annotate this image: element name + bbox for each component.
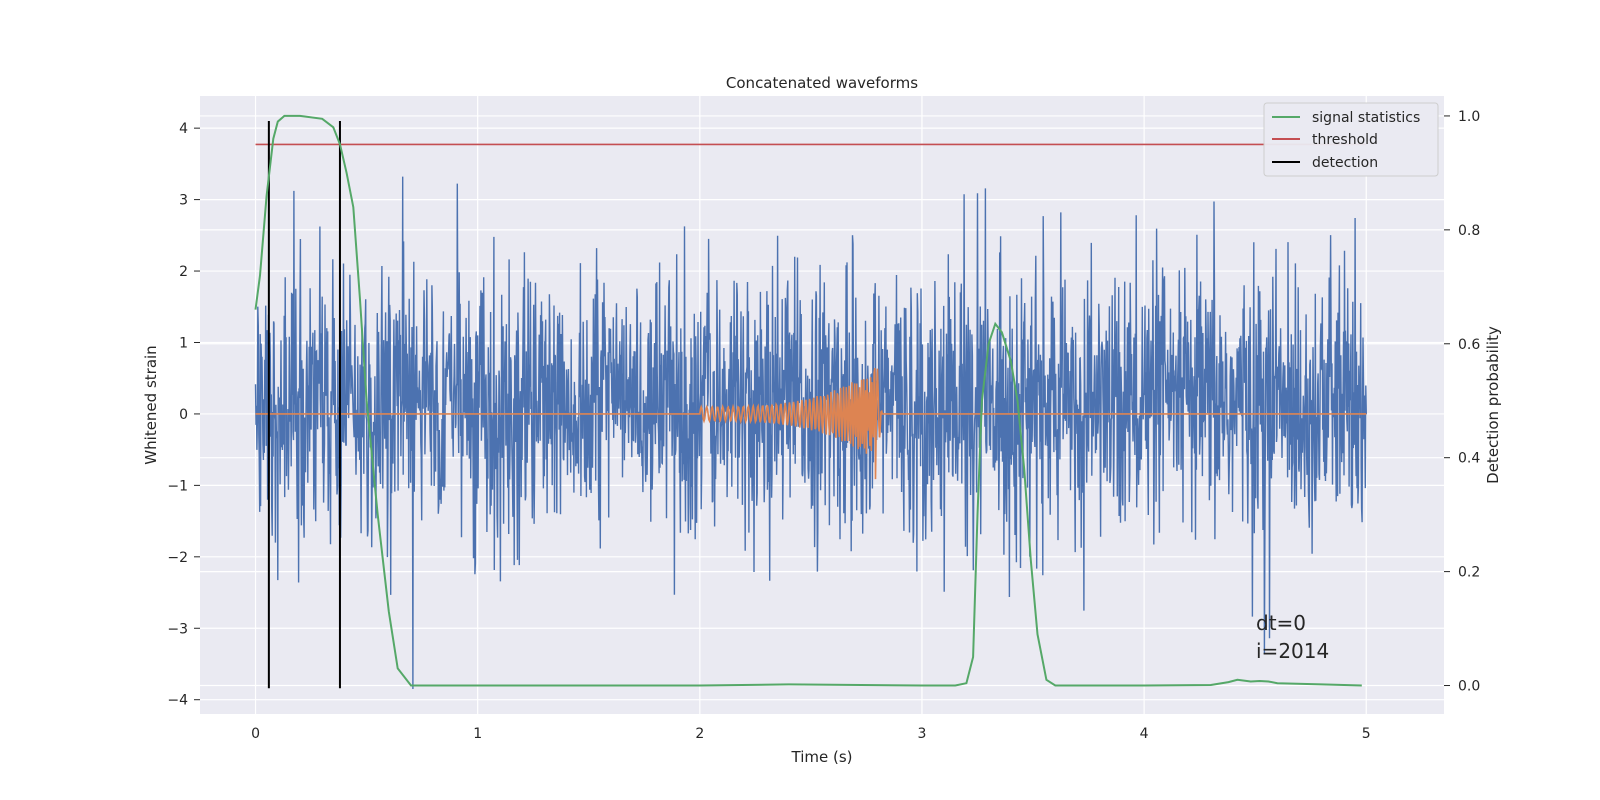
legend-label-detection: detection (1312, 155, 1378, 171)
y-tick-label-6: 2 (179, 264, 188, 280)
x-tick-label-2: 2 (695, 726, 704, 742)
plot-area (254, 114, 1367, 690)
x-axis-label: Time (s) (791, 748, 853, 766)
y-tick-label-0: −4 (167, 693, 188, 709)
x-tick-label-5: 5 (1362, 726, 1371, 742)
y-tick-label-5: 1 (179, 335, 188, 351)
y-tick-label-4: 0 (179, 407, 188, 423)
chart-title: Concatenated waveforms (726, 74, 918, 92)
x-tick-label-3: 3 (918, 726, 927, 742)
y-tick-label-2: −2 (167, 550, 188, 566)
legend-label-signal-statistics: signal statistics (1312, 110, 1420, 126)
y-axis-label: Whitened strain (142, 345, 160, 464)
legend-label-threshold: threshold (1312, 132, 1378, 148)
x-tick-label-1: 1 (473, 726, 482, 742)
y-right-tick-label-3: 0.6 (1458, 337, 1480, 353)
legend-frame (1263, 102, 1439, 177)
signal-statistics-line (254, 114, 1362, 687)
x-tick-label-0: 0 (251, 726, 260, 742)
annotation-dt: dt=0 (1256, 611, 1306, 635)
x-tick-label-4: 4 (1140, 726, 1149, 742)
y-tick-label-3: −1 (167, 478, 188, 494)
y-right-tick-label-2: 0.4 (1458, 451, 1480, 467)
y-tick-label-7: 3 (179, 193, 188, 209)
y-tick-label-1: −3 (167, 621, 188, 637)
y-right-tick-label-5: 1.0 (1458, 109, 1480, 125)
ticks: 0 1 2 3 4 5 −4 −3 −2 −1 0 1 2 3 4 0.0 0.2 0.4 0.6 0.8 1.0 (167, 109, 1480, 742)
annotation-i: i=2014 (1256, 639, 1329, 663)
injected-chirp-line (255, 367, 1367, 480)
annotation-box: dt=0 i=2014 (1256, 611, 1329, 663)
y-right-tick-label-4: 0.8 (1458, 223, 1480, 239)
legend: signal statistics threshold detection (1263, 102, 1439, 177)
y-axis-right-label: Detection probability (1484, 326, 1502, 484)
y-right-tick-label-0: 0.0 (1458, 679, 1480, 695)
y-right-tick-label-1: 0.2 (1458, 565, 1480, 581)
y-tick-label-8: 4 (179, 121, 188, 137)
